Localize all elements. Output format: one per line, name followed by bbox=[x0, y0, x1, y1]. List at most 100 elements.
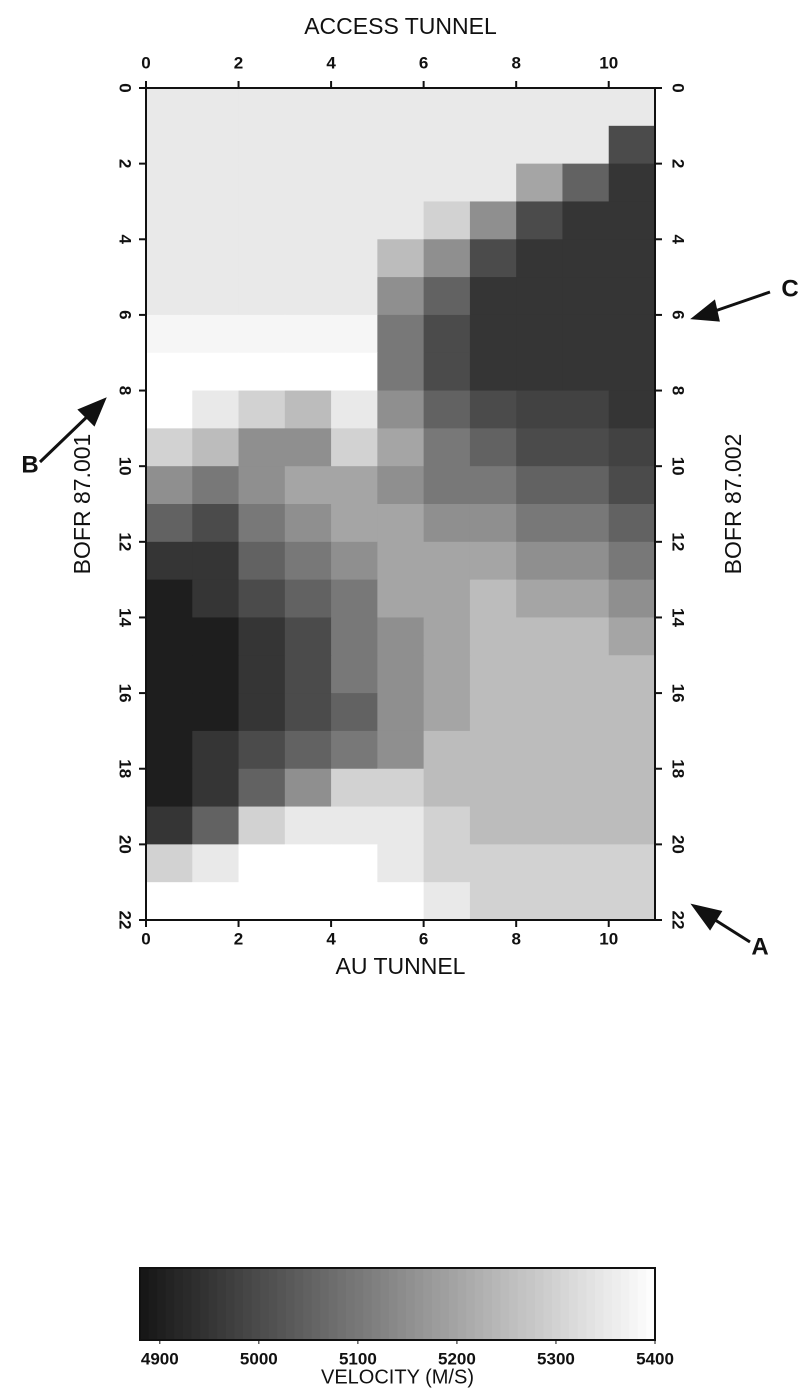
colorbar-swatch bbox=[294, 1268, 304, 1340]
colorbar-swatch bbox=[371, 1268, 381, 1340]
cell bbox=[377, 617, 425, 656]
cell bbox=[562, 882, 610, 921]
cell bbox=[562, 504, 610, 543]
colorbar-swatch bbox=[483, 1268, 493, 1340]
cell bbox=[377, 88, 425, 127]
cell bbox=[469, 617, 517, 656]
cell bbox=[331, 579, 378, 618]
y-tick-label: 4 bbox=[116, 235, 135, 245]
cell bbox=[192, 882, 240, 921]
cell bbox=[423, 541, 471, 581]
colorbar-swatch bbox=[140, 1268, 150, 1340]
cell bbox=[423, 201, 471, 240]
y-tick-label-right: 2 bbox=[669, 159, 688, 168]
cell bbox=[377, 352, 425, 392]
annotation: B bbox=[21, 451, 38, 478]
cell bbox=[608, 125, 656, 165]
cell bbox=[516, 125, 563, 165]
cell bbox=[192, 201, 240, 240]
annotation: C bbox=[781, 275, 798, 302]
cell bbox=[331, 466, 378, 505]
cell bbox=[284, 428, 332, 467]
cell bbox=[562, 201, 610, 240]
cell bbox=[469, 844, 517, 883]
cell bbox=[146, 882, 193, 921]
cell bbox=[608, 428, 656, 467]
cell bbox=[423, 277, 471, 316]
colorbar-tick-label: 5200 bbox=[438, 1349, 476, 1368]
cell bbox=[238, 768, 286, 808]
cell bbox=[331, 125, 378, 165]
y-tick-label-right: 4 bbox=[669, 235, 688, 245]
cell bbox=[331, 239, 378, 278]
colorbar-tick-label: 5000 bbox=[240, 1349, 278, 1368]
cell bbox=[192, 466, 240, 505]
cell bbox=[284, 730, 332, 770]
colorbar-swatch bbox=[251, 1268, 261, 1340]
colorbar-swatch bbox=[200, 1268, 210, 1340]
cell bbox=[562, 163, 610, 202]
y-tick-label-right: 18 bbox=[669, 759, 688, 778]
cell bbox=[423, 844, 471, 883]
cell bbox=[377, 163, 425, 202]
cell bbox=[238, 806, 286, 845]
cell bbox=[238, 617, 286, 656]
cell bbox=[284, 239, 332, 278]
y-tick-label: 16 bbox=[116, 684, 135, 703]
cell bbox=[516, 239, 563, 278]
cell bbox=[469, 88, 517, 127]
colorbar-swatch bbox=[517, 1268, 527, 1340]
cell bbox=[238, 541, 286, 581]
colorbar-swatch bbox=[354, 1268, 364, 1340]
cell bbox=[192, 352, 240, 392]
cell bbox=[516, 806, 563, 845]
cell bbox=[608, 693, 656, 732]
cell bbox=[608, 768, 656, 808]
cell bbox=[608, 163, 656, 202]
colorbar-swatch bbox=[586, 1268, 596, 1340]
y-tick-label: 6 bbox=[116, 310, 135, 319]
cell bbox=[516, 88, 563, 127]
y-tick-label-right: 0 bbox=[669, 83, 688, 92]
cell bbox=[377, 806, 425, 845]
cell bbox=[238, 314, 286, 354]
cell bbox=[562, 693, 610, 732]
cell bbox=[608, 579, 656, 618]
y-axis-title-right: BOFR 87.002 bbox=[720, 434, 746, 575]
cell bbox=[608, 314, 656, 354]
cell bbox=[423, 693, 471, 732]
cell bbox=[146, 277, 193, 316]
cell bbox=[238, 277, 286, 316]
x-tick-label-top: 2 bbox=[234, 53, 243, 72]
cell bbox=[562, 428, 610, 467]
cell bbox=[331, 88, 378, 127]
colorbar-swatch bbox=[646, 1268, 656, 1340]
arrow-head bbox=[77, 397, 107, 427]
colorbar-swatch bbox=[594, 1268, 604, 1340]
arrow-head bbox=[690, 299, 720, 322]
cell bbox=[469, 768, 517, 808]
x-tick-label-top: 10 bbox=[599, 53, 618, 72]
cell bbox=[469, 730, 517, 770]
cell bbox=[469, 390, 517, 429]
cell bbox=[608, 730, 656, 770]
x-tick-label-top: 0 bbox=[141, 53, 150, 72]
cell bbox=[423, 239, 471, 278]
cell bbox=[377, 239, 425, 278]
colorbar-swatch bbox=[431, 1268, 441, 1340]
cell bbox=[608, 882, 656, 921]
colorbar-swatch bbox=[363, 1268, 373, 1340]
cell bbox=[192, 579, 240, 618]
colorbar-swatch bbox=[182, 1268, 192, 1340]
colorbar-swatch bbox=[509, 1268, 519, 1340]
cell bbox=[192, 314, 240, 354]
cell bbox=[331, 352, 378, 392]
cell bbox=[331, 844, 378, 883]
y-axis-title: BOFR 87.001 bbox=[69, 434, 95, 575]
cell bbox=[238, 88, 286, 127]
cell bbox=[516, 730, 563, 770]
cell bbox=[516, 655, 563, 694]
cell bbox=[146, 504, 193, 543]
colorbar-swatch bbox=[577, 1268, 587, 1340]
cell bbox=[331, 806, 378, 845]
